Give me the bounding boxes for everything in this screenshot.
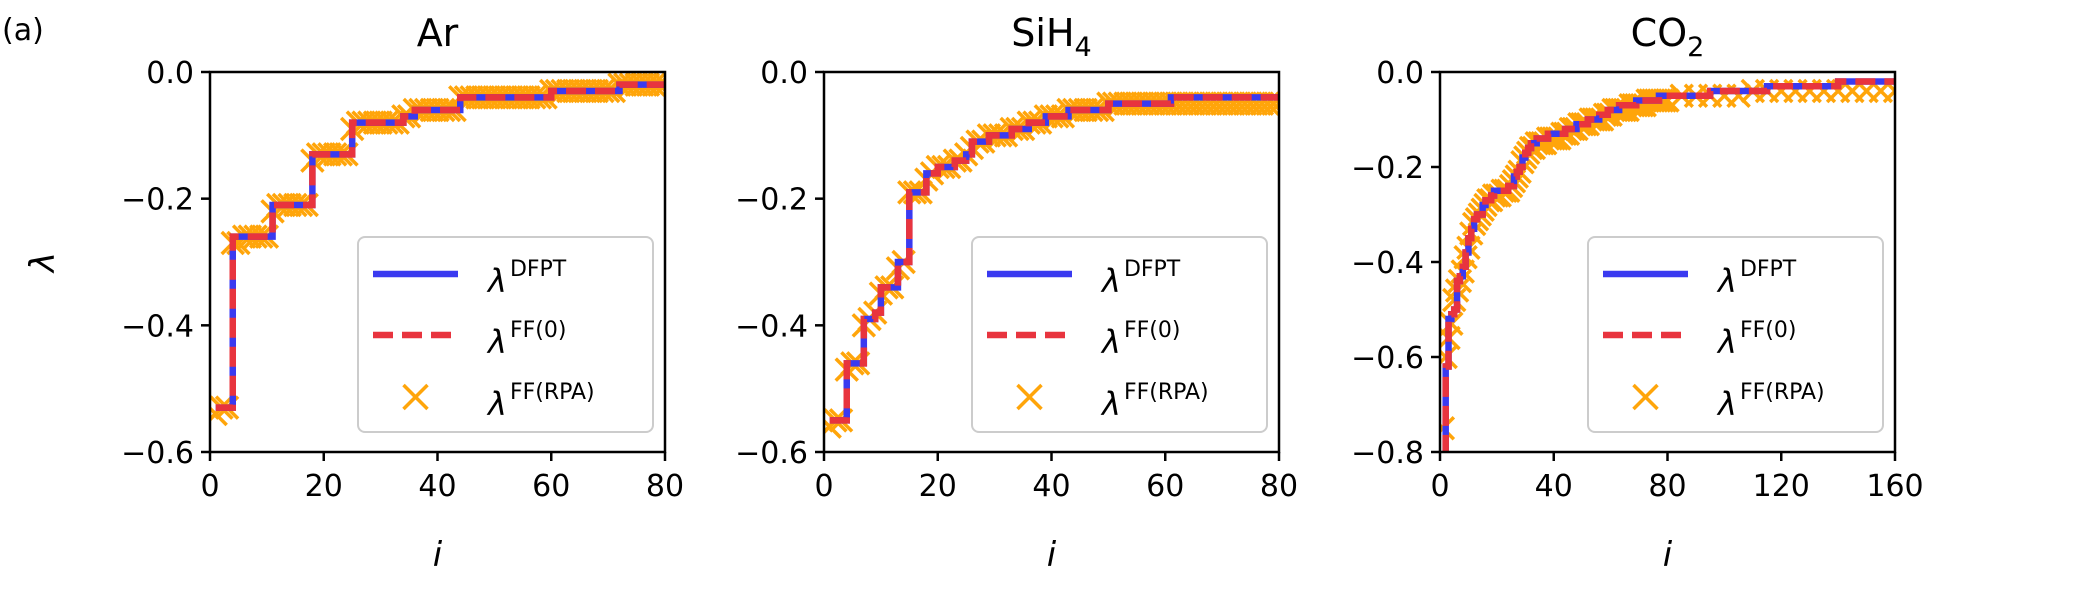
legend: λ DFPT λ FF(0) λ FF(RPA) bbox=[1587, 236, 1884, 433]
x-tick-label: 20 bbox=[305, 469, 343, 504]
x-tick-label: 80 bbox=[646, 469, 684, 504]
y-tick-label: −0.4 bbox=[1351, 246, 1424, 281]
panel-title: CO2 bbox=[1631, 11, 1705, 63]
legend-label-dfpt: λ DFPT bbox=[1100, 257, 1181, 300]
y-tick-label: −0.8 bbox=[1351, 436, 1424, 471]
panel-title: SiH4 bbox=[1011, 11, 1091, 63]
series-ff0-line bbox=[1442, 78, 1895, 452]
legend-label-ffrpa: λ FF(RPA) bbox=[1100, 380, 1209, 423]
x-tick-label: 80 bbox=[1260, 469, 1298, 504]
legend-box bbox=[971, 236, 1268, 433]
x-tick-label: 80 bbox=[1648, 469, 1686, 504]
x-tick-label: 0 bbox=[814, 469, 833, 504]
y-tick-label: −0.2 bbox=[121, 183, 194, 218]
y-tick-label: −0.2 bbox=[735, 183, 808, 218]
x-axis-label: i bbox=[433, 535, 443, 575]
y-tick-label: −0.6 bbox=[121, 436, 194, 471]
legend-label-ffrpa: λ FF(RPA) bbox=[1716, 380, 1825, 423]
x-tick-label: 40 bbox=[1032, 469, 1070, 504]
y-tick-label: −0.2 bbox=[1351, 151, 1424, 186]
legend-label-dfpt: λ DFPT bbox=[1716, 257, 1797, 300]
x-tick-label: 0 bbox=[200, 469, 219, 504]
legend: λ DFPT λ FF(0) λ FF(RPA) bbox=[357, 236, 654, 433]
panel-title: Ar bbox=[417, 11, 459, 55]
series-ff0-line bbox=[829, 94, 1279, 424]
y-tick-label: 0.0 bbox=[1376, 56, 1424, 91]
y-tick-label: −0.4 bbox=[735, 309, 808, 344]
legend-label-ffrpa: λ FF(RPA) bbox=[486, 380, 595, 423]
legend: λ DFPT λ FF(0) λ FF(RPA) bbox=[971, 236, 1268, 433]
x-tick-label: 60 bbox=[532, 469, 570, 504]
legend-box bbox=[357, 236, 654, 433]
plot-area bbox=[1440, 78, 1895, 452]
legend-box bbox=[1587, 236, 1884, 433]
y-tick-label: −0.4 bbox=[121, 309, 194, 344]
legend-label-ff0: λ FF(0) bbox=[1100, 318, 1180, 361]
y-tick-label: 0.0 bbox=[760, 56, 808, 91]
x-tick-label: 0 bbox=[1430, 469, 1449, 504]
x-tick-label: 120 bbox=[1753, 469, 1810, 504]
y-tick-label: 0.0 bbox=[146, 56, 194, 91]
legend-handle-ffrpa bbox=[1632, 383, 1659, 411]
legend-label-dfpt: λ DFPT bbox=[486, 257, 567, 300]
legend-label-ff0: λ FF(0) bbox=[1716, 318, 1796, 361]
legend-label-ff0: λ FF(0) bbox=[486, 318, 566, 361]
y-axis-label: λ bbox=[23, 252, 63, 274]
panel-1: 0 20 40 60 80 −0.6 −0.4 −0.2 0.0 SiH4 i λ DFPT λ FF(0)… bbox=[735, 11, 1298, 575]
legend-handle-ffrpa bbox=[1016, 383, 1043, 411]
figure-label: (a) bbox=[2, 13, 44, 48]
series-ff0-line bbox=[215, 81, 665, 411]
x-axis-label: i bbox=[1663, 535, 1673, 575]
legend-handle-ffrpa bbox=[402, 383, 429, 411]
plot-area bbox=[210, 72, 665, 427]
plot-area bbox=[824, 91, 1279, 439]
x-tick-label: 160 bbox=[1866, 469, 1923, 504]
x-tick-label: 60 bbox=[1146, 469, 1184, 504]
x-axis-label: i bbox=[1047, 535, 1057, 575]
y-tick-label: −0.6 bbox=[1351, 341, 1424, 376]
x-tick-label: 40 bbox=[418, 469, 456, 504]
x-tick-label: 40 bbox=[1535, 469, 1573, 504]
point-ffrpa bbox=[652, 72, 665, 97]
x-tick-label: 20 bbox=[919, 469, 957, 504]
y-tick-label: −0.6 bbox=[735, 436, 808, 471]
